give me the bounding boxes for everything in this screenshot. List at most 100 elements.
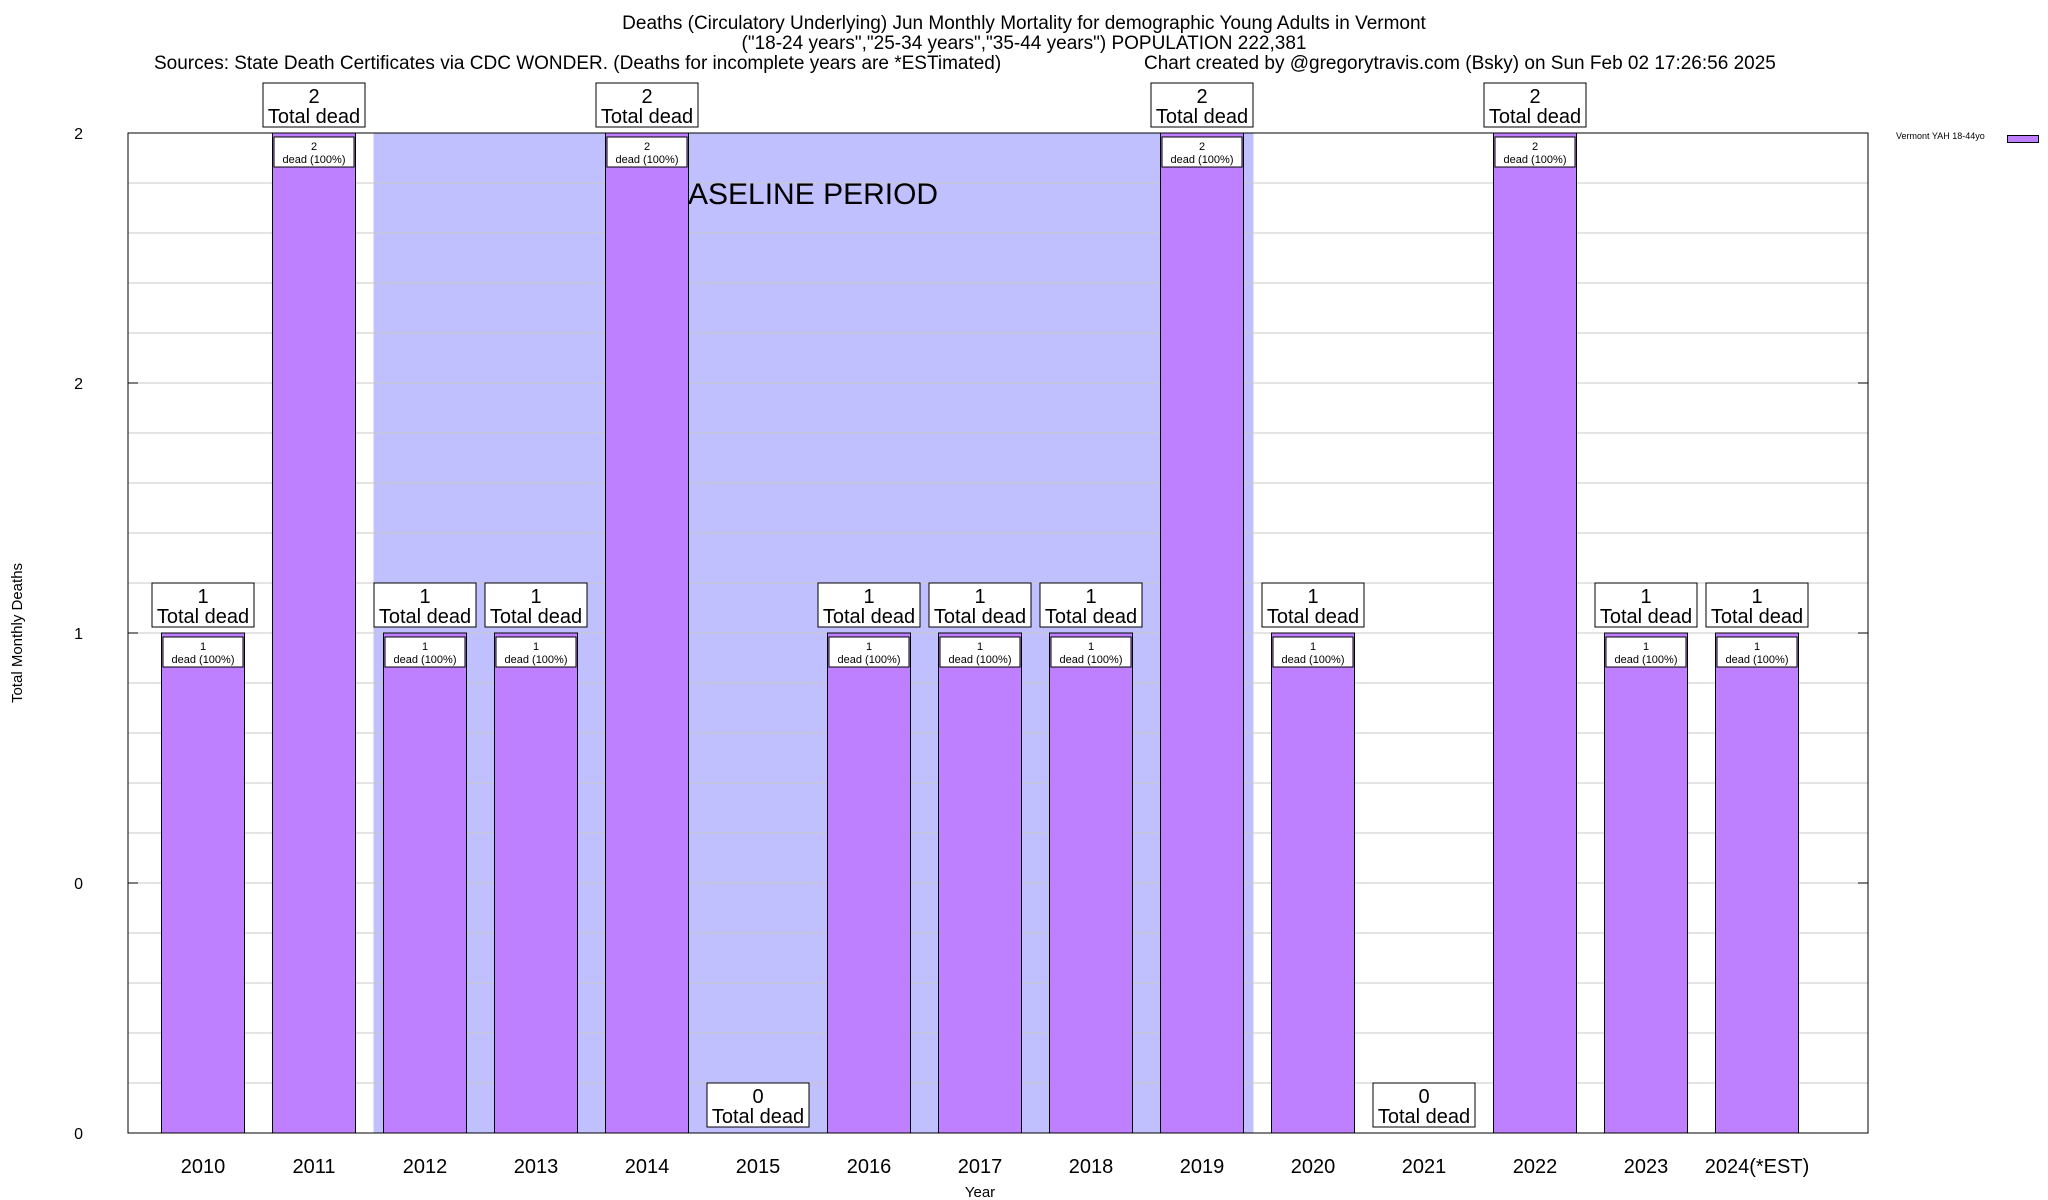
legend-label: Vermont YAH 18-44yo xyxy=(1896,131,1985,141)
inner-label-text: dead (100%) xyxy=(1171,154,1234,166)
x-tick-label: 2014 xyxy=(625,1156,670,1178)
inner-label-value: 2 xyxy=(1199,141,1205,153)
inner-label-value: 1 xyxy=(866,641,872,653)
x-tick-label: 2021 xyxy=(1402,1156,1447,1178)
inner-label-text: dead (100%) xyxy=(505,654,568,666)
total-label-value: 1 xyxy=(197,586,208,608)
y-tick-label: 2 xyxy=(74,376,83,393)
inner-label-value: 2 xyxy=(644,141,650,153)
inner-label-box xyxy=(384,636,466,668)
bar-2014 xyxy=(605,132,689,1134)
x-tick-label: 2015 xyxy=(736,1156,781,1178)
x-tick-label: 2010 xyxy=(181,1156,226,1178)
y-tick-label: 2 xyxy=(74,126,83,143)
inner-label-value: 1 xyxy=(533,641,539,653)
total-label-box xyxy=(1372,1082,1476,1128)
total-label-value: 1 xyxy=(1640,586,1651,608)
bar-2020 xyxy=(1271,632,1355,1134)
inner-label-box xyxy=(1272,636,1354,668)
inner-label-box xyxy=(828,636,910,668)
bar-2019 xyxy=(1160,132,1244,1134)
inner-label-box xyxy=(1161,136,1243,168)
inner-label-value: 1 xyxy=(422,641,428,653)
inner-label-text: dead (100%) xyxy=(1282,654,1345,666)
total-label-text: Total dead xyxy=(934,606,1026,628)
inner-label-text: dead (100%) xyxy=(1504,154,1567,166)
inner-label-text: dead (100%) xyxy=(616,154,679,166)
y-axis-title: Total Monthly Deaths xyxy=(9,563,26,703)
inner-label-box xyxy=(1716,636,1798,668)
chart-sources: Sources: State Death Certificates via CD… xyxy=(154,53,1002,74)
inner-label-text: dead (100%) xyxy=(394,654,457,666)
inner-label-text: dead (100%) xyxy=(838,654,901,666)
inner-label-box xyxy=(1494,136,1576,168)
x-tick-label: 2011 xyxy=(292,1156,335,1178)
bar-2017 xyxy=(938,632,1022,1134)
total-label-box xyxy=(484,582,588,628)
x-tick-label: 2022 xyxy=(1513,1156,1558,1178)
total-label-text: Total dead xyxy=(823,606,915,628)
total-label-value: 1 xyxy=(1085,586,1096,608)
total-label-text: Total dead xyxy=(379,606,471,628)
total-label-text: Total dead xyxy=(1489,106,1581,128)
bar-2011 xyxy=(272,132,356,1134)
inner-label-text: dead (100%) xyxy=(949,654,1012,666)
total-label-value: 1 xyxy=(1307,586,1318,608)
inner-label-value: 1 xyxy=(1088,641,1094,653)
y-tick-label: 0 xyxy=(74,876,83,893)
inner-label-value: 2 xyxy=(1532,141,1538,153)
total-label-value: 0 xyxy=(1418,1086,1429,1108)
inner-label-box xyxy=(606,136,688,168)
total-label-box xyxy=(817,582,921,628)
inner-label-value: 2 xyxy=(311,141,317,153)
inner-label-value: 1 xyxy=(1310,641,1316,653)
bar-2024(*EST) xyxy=(1715,632,1799,1134)
inner-label-box xyxy=(1605,636,1687,668)
total-label-value: 1 xyxy=(863,586,874,608)
y-tick-label: 0 xyxy=(74,1126,83,1143)
total-label-box xyxy=(151,582,255,628)
total-label-text: Total dead xyxy=(157,606,249,628)
total-label-box xyxy=(1150,82,1254,128)
legend-swatch xyxy=(2007,135,2039,143)
bar-2012 xyxy=(383,632,467,1134)
total-label-value: 1 xyxy=(974,586,985,608)
total-label-text: Total dead xyxy=(712,1106,804,1128)
total-label-value: 1 xyxy=(419,586,430,608)
inner-label-value: 1 xyxy=(977,641,983,653)
bar-2018 xyxy=(1049,632,1133,1134)
total-label-box xyxy=(1039,582,1143,628)
x-axis-title: Year xyxy=(965,1184,995,1200)
total-label-text: Total dead xyxy=(1378,1106,1470,1128)
chart-title-line-2: ("18-24 years","25-34 years","35-44 year… xyxy=(741,33,1307,54)
total-label-text: Total dead xyxy=(1600,606,1692,628)
total-label-text: Total dead xyxy=(1156,106,1248,128)
total-label-value: 0 xyxy=(752,1086,763,1108)
inner-label-text: dead (100%) xyxy=(1060,654,1123,666)
inner-label-value: 1 xyxy=(1754,641,1760,653)
total-label-text: Total dead xyxy=(1711,606,1803,628)
x-tick-label: 2018 xyxy=(1069,1156,1114,1178)
x-tick-label: 2024(*EST) xyxy=(1705,1156,1810,1178)
baseline-period-label: BASELINE PERIOD xyxy=(668,178,938,211)
inner-label-box xyxy=(939,636,1021,668)
total-label-value: 2 xyxy=(1196,86,1207,108)
chart-title-line-1: Deaths (Circulatory Underlying) Jun Mont… xyxy=(622,13,1426,34)
bar-2023 xyxy=(1604,632,1688,1134)
inner-label-box xyxy=(495,636,577,668)
total-label-value: 2 xyxy=(1529,86,1540,108)
total-label-box xyxy=(373,582,477,628)
total-label-box xyxy=(1483,82,1587,128)
x-tick-label: 2023 xyxy=(1624,1156,1669,1178)
total-label-box xyxy=(928,582,1032,628)
total-label-text: Total dead xyxy=(601,106,693,128)
inner-label-box xyxy=(162,636,244,668)
total-label-text: Total dead xyxy=(268,106,360,128)
total-label-box xyxy=(1261,582,1365,628)
plot-frame xyxy=(127,132,1869,1134)
bar-2013 xyxy=(494,632,578,1134)
total-label-box xyxy=(1705,582,1809,628)
inner-label-box xyxy=(273,136,355,168)
bar-2022 xyxy=(1493,132,1577,1134)
